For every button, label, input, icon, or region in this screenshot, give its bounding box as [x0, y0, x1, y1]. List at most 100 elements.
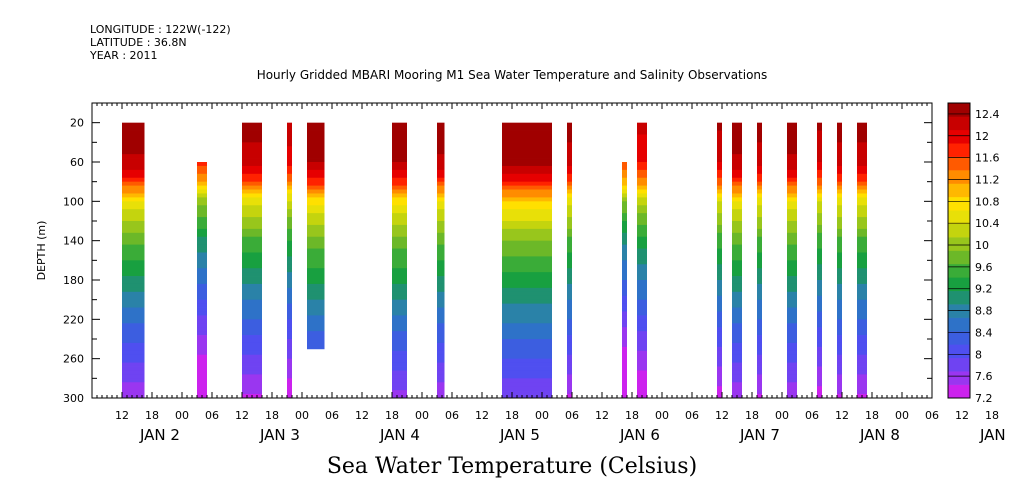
x-day-label: JAN 3 — [259, 426, 300, 444]
temperature-segment-17-cell — [857, 224, 867, 230]
temperature-segment-5-cell — [392, 244, 407, 249]
temperature-segment-6-cell — [437, 165, 445, 171]
temperature-segment-4-cell — [307, 327, 325, 332]
temperature-segment-17-cell — [857, 138, 867, 143]
temperature-segment-13-cell — [757, 331, 762, 336]
temperature-segment-3-cell — [287, 252, 292, 257]
temperature-segment-6-cell — [437, 130, 445, 135]
temperature-segment-17-cell — [857, 335, 867, 340]
x-hour-label: 00 — [775, 409, 789, 422]
y-tick-label: 20 — [70, 117, 84, 130]
temperature-segment-7-cell — [502, 280, 552, 285]
temperature-segment-10-cell — [637, 173, 647, 179]
temperature-segment-5-cell — [392, 382, 407, 387]
temperature-segment-3-cell — [287, 240, 292, 245]
temperature-segment-7-cell — [502, 224, 552, 230]
temperature-segment-3-cell — [287, 276, 292, 281]
temperature-segment-6-cell — [437, 350, 445, 356]
temperature-segment-17-cell — [857, 342, 867, 348]
temperature-segment-11-cell — [717, 268, 722, 273]
temperature-segment-0-cell — [122, 323, 145, 328]
temperature-segment-15-cell — [817, 236, 822, 242]
temperature-segment-13-cell — [757, 358, 762, 363]
temperature-segment-16-cell — [837, 138, 842, 143]
temperature-segment-11-cell — [717, 169, 722, 175]
temperature-segment-17-cell — [857, 169, 867, 175]
temperature-segment-2-cell — [242, 122, 262, 127]
colorbar-swatch — [948, 210, 970, 224]
temperature-segment-8-cell — [567, 323, 572, 328]
temperature-segment-12-cell — [732, 287, 742, 293]
temperature-segment-10-cell — [637, 201, 647, 206]
temperature-segment-14-cell — [787, 201, 797, 206]
temperature-segment-10-cell — [637, 264, 647, 269]
temperature-segment-17-cell — [857, 197, 867, 202]
temperature-segment-3-cell — [287, 315, 292, 320]
temperature-segment-0-cell — [122, 287, 145, 293]
temperature-segment-10-cell — [637, 165, 647, 171]
temperature-segment-11-cell — [717, 221, 722, 226]
temperature-segment-3-cell — [287, 213, 292, 218]
temperature-segment-10-cell — [637, 177, 647, 183]
temperature-segment-13-cell — [757, 362, 762, 367]
x-hour-label: 00 — [175, 409, 189, 422]
temperature-segment-3-cell — [287, 283, 292, 289]
temperature-segment-0-cell — [122, 315, 145, 320]
temperature-segment-1-cell — [197, 264, 207, 269]
temperature-segment-17-cell — [857, 134, 867, 139]
colorbar-label: 11.6 — [975, 152, 1000, 165]
temperature-segment-8-cell — [567, 303, 572, 308]
temperature-segment-17-cell — [857, 181, 867, 186]
temperature-segment-3-cell — [287, 150, 292, 155]
temperature-segment-11-cell — [717, 354, 722, 360]
temperature-segment-11-cell — [717, 165, 722, 171]
temperature-segment-10-cell — [637, 354, 647, 360]
temperature-segment-3-cell — [287, 189, 292, 194]
temperature-segment-4-cell — [307, 213, 325, 218]
temperature-segment-16-cell — [837, 232, 842, 238]
temperature-segment-6-cell — [437, 339, 445, 344]
temperature-segment-0-cell — [122, 358, 145, 363]
temperature-segment-8-cell — [567, 342, 572, 348]
temperature-segment-14-cell — [787, 342, 797, 348]
temperature-segment-3-cell — [287, 232, 292, 238]
temperature-segment-6-cell — [437, 291, 445, 297]
temperature-segment-4-cell — [307, 177, 325, 183]
temperature-segment-0-cell — [122, 244, 145, 249]
temperature-segment-12-cell — [732, 173, 742, 179]
temperature-segment-13-cell — [757, 185, 762, 190]
temperature-segment-17-cell — [857, 291, 867, 297]
temperature-segment-10-cell — [637, 217, 647, 222]
temperature-segment-11-cell — [717, 370, 722, 375]
temperature-segment-5-cell — [392, 260, 407, 265]
temperature-segment-0-cell — [122, 307, 145, 312]
temperature-segment-9-cell — [622, 244, 627, 249]
temperature-segment-0-cell — [122, 394, 145, 399]
temperature-segment-17-cell — [857, 370, 867, 375]
temperature-segment-2-cell — [242, 311, 262, 316]
temperature-segment-8-cell — [567, 197, 572, 202]
temperature-segment-6-cell — [437, 217, 445, 222]
temperature-segment-5-cell — [392, 221, 407, 226]
temperature-segment-1-cell — [197, 374, 207, 379]
temperature-segment-12-cell — [732, 256, 742, 261]
temperature-segment-13-cell — [757, 394, 762, 399]
temperature-segment-13-cell — [757, 122, 762, 127]
temperature-segment-17-cell — [857, 382, 867, 387]
temperature-segment-13-cell — [757, 299, 762, 304]
temperature-segment-7-cell — [502, 142, 552, 147]
temperature-segment-3-cell — [287, 358, 292, 363]
temperature-segment-2-cell — [242, 228, 262, 234]
temperature-segment-0-cell — [122, 260, 145, 265]
temperature-segment-5-cell — [392, 291, 407, 297]
temperature-segment-7-cell — [502, 319, 552, 324]
temperature-segment-5-cell — [392, 165, 407, 171]
temperature-segment-13-cell — [757, 201, 762, 206]
temperature-segment-16-cell — [837, 342, 842, 348]
temperature-segment-17-cell — [857, 283, 867, 289]
temperature-segment-16-cell — [837, 173, 842, 179]
temperature-segment-3-cell — [287, 181, 292, 186]
temperature-segment-6-cell — [437, 268, 445, 273]
temperature-segment-1-cell — [197, 181, 207, 186]
